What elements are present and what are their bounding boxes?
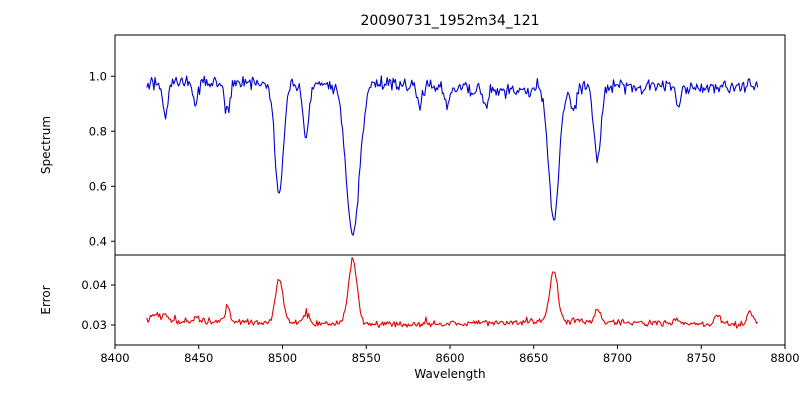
spectrum-line	[146, 75, 759, 236]
x-tick-label: 8800	[770, 351, 799, 365]
error-line	[146, 256, 759, 329]
x-tick-label: 8650	[519, 351, 548, 365]
spectrum-y-tick-label: 0.8	[89, 124, 107, 138]
error-y-tick-label: 0.04	[81, 278, 107, 292]
x-tick-label: 8700	[603, 351, 632, 365]
x-tick-label: 8550	[352, 351, 381, 365]
spectrum-y-tick-label: 1.0	[89, 69, 107, 83]
spectrum-panel-frame	[114, 34, 786, 256]
x-axis-label: Wavelength	[414, 367, 486, 381]
x-tick-label: 8400	[100, 351, 129, 365]
plot-title: 20090731_1952m34_121	[360, 13, 540, 29]
error-y-tick-label: 0.03	[81, 318, 107, 332]
x-tick-label: 8500	[268, 351, 297, 365]
x-tick-label: 8600	[435, 351, 464, 365]
spectrum-y-tick-label: 0.6	[89, 179, 107, 193]
spectrum-y-tick-label: 0.4	[89, 234, 107, 248]
error-panel-frame	[114, 254, 786, 346]
x-tick-label: 8750	[687, 351, 716, 365]
x-tick-label: 8450	[184, 351, 213, 365]
